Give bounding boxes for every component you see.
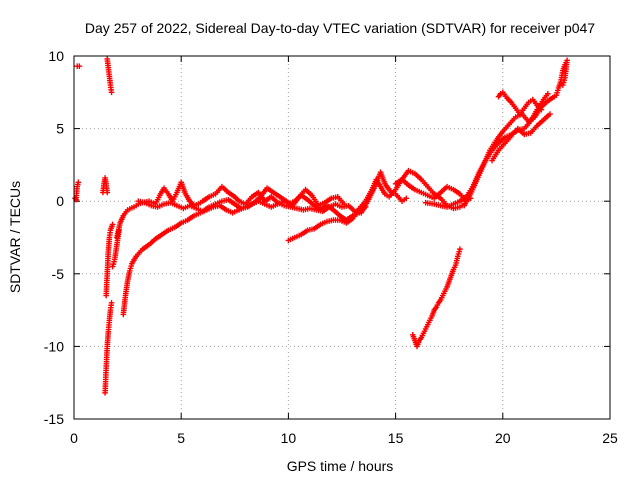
chart-title: Day 257 of 2022, Sidereal Day-to-day VTE… [85, 20, 595, 36]
x-tick-label: 5 [177, 430, 185, 446]
data-point [76, 63, 83, 69]
series-sdtvar [72, 56, 570, 396]
data-point [547, 111, 553, 117]
y-tick-label: -15 [44, 411, 64, 427]
data-point [545, 90, 551, 97]
plot-frame [73, 55, 611, 420]
data-series [72, 56, 570, 396]
y-tick-label: 0 [56, 193, 64, 209]
data-point [457, 246, 463, 252]
y-axis-label: SDTVAR / TECUs [7, 181, 23, 293]
data-point [560, 82, 566, 88]
data-point [109, 221, 116, 228]
x-tick-label: 25 [602, 430, 618, 446]
data-point [104, 189, 111, 196]
x-tick-label: 20 [495, 430, 511, 446]
data-point [403, 195, 410, 202]
y-tick-label: -10 [44, 338, 64, 354]
x-tick-label: 0 [70, 430, 78, 446]
y-tick-label: -5 [52, 266, 65, 282]
data-point [362, 204, 369, 210]
data-point [108, 300, 115, 306]
y-tick-label: 10 [48, 48, 64, 64]
x-axis-label: GPS time / hours [287, 458, 394, 474]
data-point [538, 106, 545, 113]
axis-ticks: 0 5 10 15 20 25 -15 -10 -5 0 5 10 [44, 48, 618, 446]
data-point [341, 201, 347, 207]
y-tick-label: 5 [56, 121, 64, 137]
data-point [108, 89, 115, 96]
x-tick-label: 10 [281, 430, 297, 446]
data-point [75, 179, 82, 186]
x-tick-label: 15 [388, 430, 404, 446]
